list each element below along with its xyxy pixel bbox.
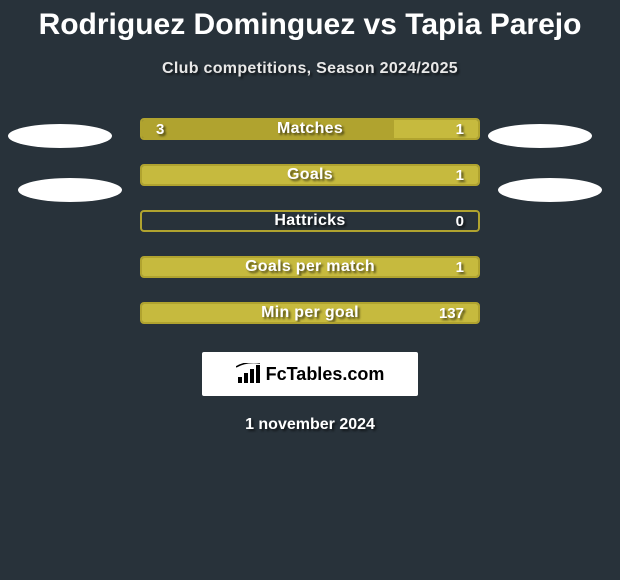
bar-track: Hattricks0 — [140, 210, 480, 232]
brand-box: FcTables.com — [202, 352, 418, 396]
brand-text: FcTables.com — [266, 364, 385, 385]
page-title: Rodriguez Dominguez vs Tapia Parejo — [0, 0, 620, 42]
page-root: Rodriguez Dominguez vs Tapia Parejo Club… — [0, 0, 620, 580]
bar-chart-icon — [236, 363, 262, 385]
bar-track: Goals1 — [140, 164, 480, 186]
bar-track: Min per goal137 — [140, 302, 480, 324]
placeholder-ellipse — [8, 124, 112, 148]
value-right: 1 — [456, 258, 464, 276]
subtitle: Club competitions, Season 2024/2025 — [0, 60, 620, 78]
comparison-row: Hattricks0 — [10, 210, 610, 232]
bar-label: Hattricks — [142, 212, 478, 230]
bar-right — [394, 120, 478, 138]
value-left: 3 — [156, 120, 164, 138]
bar-track: Matches31 — [140, 118, 480, 140]
value-right: 1 — [456, 120, 464, 138]
bar-right — [142, 166, 478, 184]
comparison-row: Min per goal137 — [10, 302, 610, 324]
bar-left — [142, 120, 394, 138]
placeholder-ellipse — [18, 178, 122, 202]
bar-right — [142, 258, 478, 276]
placeholder-ellipse — [488, 124, 592, 148]
value-right: 137 — [439, 304, 464, 322]
date-text: 1 november 2024 — [0, 416, 620, 434]
placeholder-ellipse — [498, 178, 602, 202]
bar-right — [142, 304, 478, 322]
brand-inner: FcTables.com — [236, 363, 385, 385]
value-right: 0 — [456, 212, 464, 230]
value-right: 1 — [456, 166, 464, 184]
comparison-rows: Matches31Goals1Hattricks0Goals per match… — [0, 118, 620, 324]
bar-track: Goals per match1 — [140, 256, 480, 278]
comparison-row: Goals per match1 — [10, 256, 610, 278]
